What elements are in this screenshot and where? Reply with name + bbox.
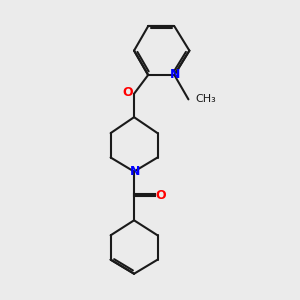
Text: O: O (155, 189, 166, 203)
Text: O: O (122, 86, 133, 99)
Text: N: N (170, 68, 181, 82)
Text: N: N (130, 165, 140, 178)
Text: CH₃: CH₃ (195, 94, 216, 104)
